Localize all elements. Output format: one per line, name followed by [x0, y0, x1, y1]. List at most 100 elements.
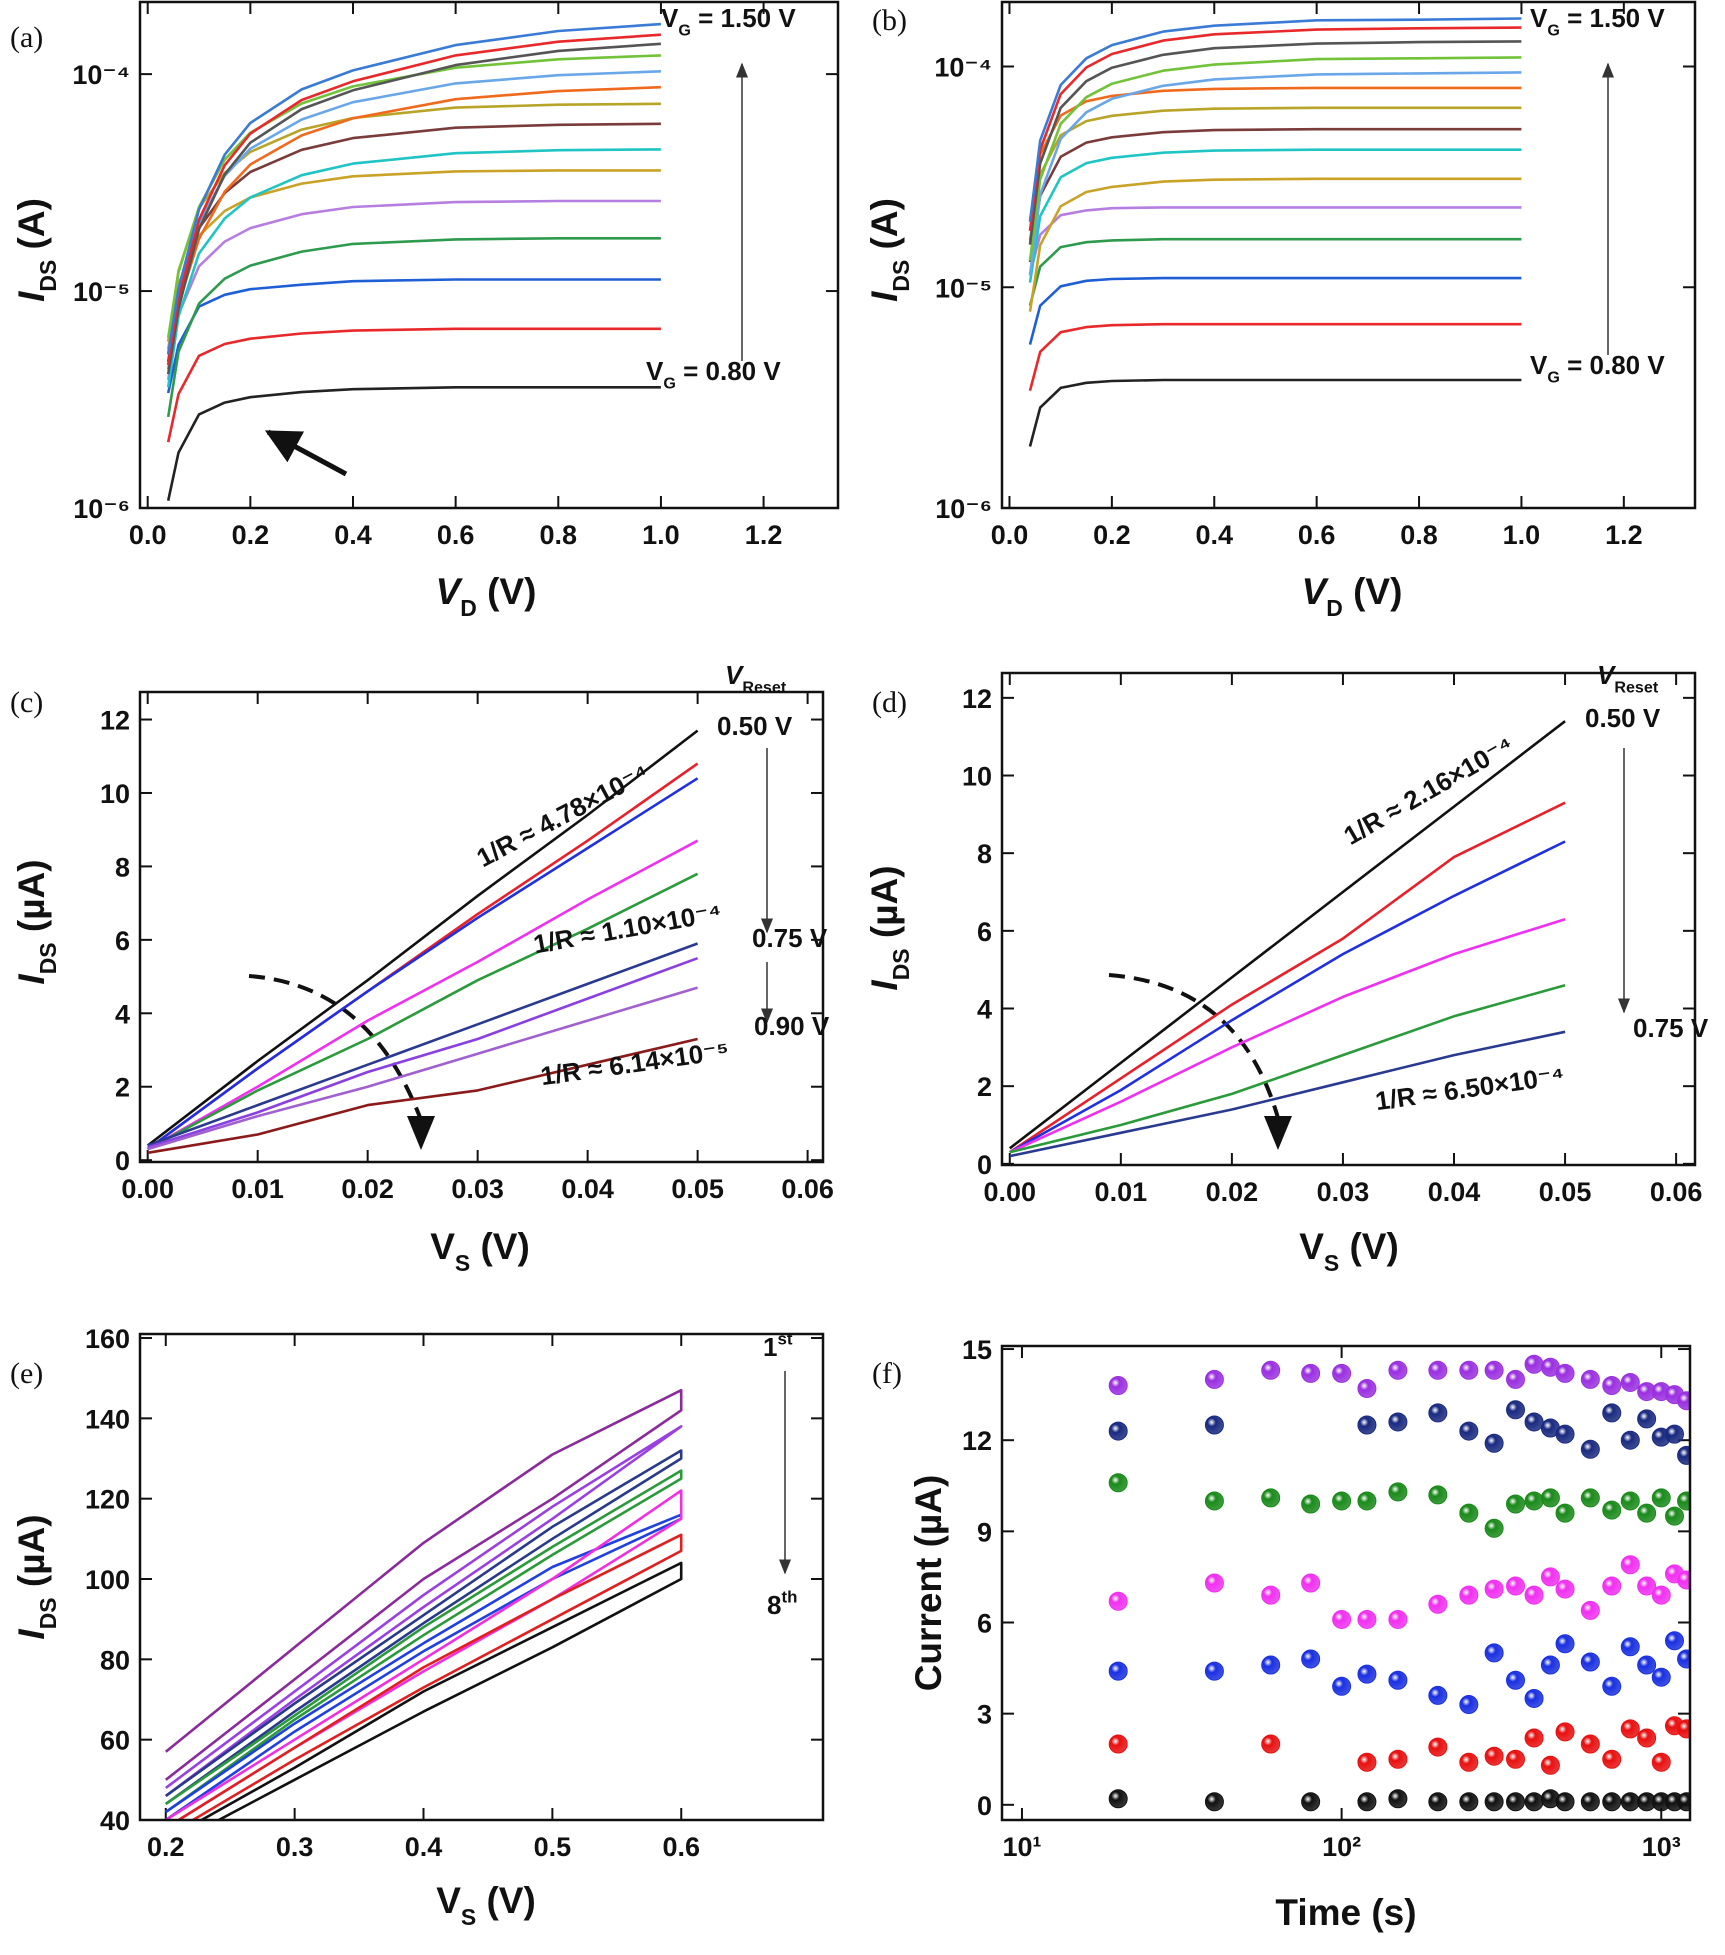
point [1580, 1652, 1600, 1672]
point [1332, 1676, 1352, 1696]
plot-area [1009, 720, 1566, 1158]
y-tick-label: 3 [977, 1700, 992, 1730]
series-line [166, 148, 661, 388]
y-tick-label: 6 [977, 1609, 992, 1639]
annotation: VG = 1.50 V [1530, 3, 1665, 39]
annotation-main: V [646, 356, 664, 386]
annotation-main: 0.50 V [717, 711, 793, 741]
x-tick-label: 0.4 [334, 520, 372, 550]
x-tick-label: 0.02 [341, 1174, 394, 1204]
point [1428, 1403, 1448, 1423]
point [1204, 1573, 1224, 1593]
series-line [166, 70, 661, 354]
point [1459, 1421, 1479, 1441]
point [1620, 1491, 1640, 1511]
y-axis-label-sub: DS [35, 260, 61, 292]
x-tick-label: 0.00 [121, 1174, 174, 1204]
series-line [1028, 17, 1522, 222]
x-tick-label: 0.06 [1650, 1177, 1703, 1207]
y-tick-label: 160 [85, 1324, 130, 1354]
y-axis-label-after: (µA) [11, 859, 52, 942]
y-tick-label: 10⁻⁶ [73, 494, 130, 524]
point [1332, 1363, 1352, 1383]
annotation-main: 8 [767, 1590, 781, 1620]
point [1108, 1789, 1128, 1809]
panel: 10¹ 10² 10³ 0 3 6 9 12 15 Time (s) Current (µA) (f) [872, 1335, 1692, 1933]
y-axis-label-sub: DS [35, 942, 61, 974]
point [1580, 1734, 1600, 1754]
series-line [166, 54, 661, 338]
x-tick-label: 1.0 [1503, 520, 1541, 550]
x-axis-label: Time (s) [1275, 1892, 1416, 1933]
x-tick-label: 0.01 [231, 1174, 284, 1204]
point [1357, 1792, 1377, 1812]
x-tick-label: 10² [1322, 1832, 1361, 1862]
arrow-head [407, 1116, 435, 1150]
series-line [147, 942, 699, 1147]
annotation: VReset [1597, 660, 1659, 696]
x-axis-label: VS (V) [1299, 1226, 1399, 1276]
panel-label: (e) [10, 1357, 43, 1390]
series-line [1009, 917, 1566, 1154]
series-line [146, 762, 699, 1151]
point [1555, 1579, 1575, 1599]
y-tick-label: 10⁻⁵ [73, 277, 130, 307]
point [1108, 1591, 1128, 1611]
x-tick-label: 1.2 [745, 520, 783, 550]
series-line [1009, 720, 1566, 1150]
x-tick-label: 0.2 [1093, 520, 1131, 550]
point [1620, 1637, 1640, 1657]
point [1484, 1792, 1504, 1812]
series-line [165, 1469, 683, 1814]
series-line [1009, 983, 1566, 1154]
series-line [166, 169, 661, 350]
point [1388, 1482, 1408, 1502]
annotation-sub: G [1547, 21, 1560, 39]
annotation-sub: G [663, 374, 676, 392]
point [1428, 1792, 1448, 1812]
series-line [1028, 378, 1522, 447]
y-tick-label: 4 [115, 999, 130, 1029]
point [1524, 1728, 1544, 1748]
y-tick-label: 9 [977, 1517, 992, 1547]
point [1261, 1655, 1281, 1675]
annotation: 1/R ≈ 6.14×10⁻⁵ [539, 1035, 731, 1091]
y-tick-label: 12 [100, 706, 130, 736]
y-tick-label: 100 [85, 1565, 130, 1595]
annotation-main: 1/R ≈ 4.78×10⁻⁴ [472, 757, 654, 873]
series-line [166, 85, 661, 370]
series-line [1028, 322, 1522, 392]
point [1602, 1676, 1622, 1696]
y-axis-label-sub: DS [888, 948, 914, 980]
plot-area [1108, 1354, 1690, 1812]
point [1428, 1485, 1448, 1505]
point [1651, 1752, 1671, 1772]
series-line [147, 839, 699, 1151]
point [1388, 1609, 1408, 1629]
x-tick-label: 10¹ [1002, 1832, 1041, 1862]
annotation-main: 0.75 V [752, 923, 828, 953]
point [1637, 1409, 1657, 1429]
plot-frame [1000, 671, 1697, 1167]
point [1261, 1734, 1281, 1754]
point [1108, 1421, 1128, 1441]
plot-frame [1000, 0, 1697, 510]
point [1506, 1494, 1526, 1514]
x-axis-label-main: V [436, 1880, 461, 1921]
point [1204, 1369, 1224, 1389]
y-tick-label: 12 [962, 1426, 992, 1456]
point [1651, 1667, 1671, 1687]
point [1524, 1412, 1544, 1432]
annotation-sub: Reset [742, 678, 787, 696]
point [1301, 1363, 1321, 1383]
annotation: VG = 0.80 V [646, 356, 781, 392]
dashed-arrow [248, 974, 423, 1121]
series-line [1009, 1030, 1566, 1158]
y-tick-label: 10⁻⁶ [935, 494, 992, 524]
x-tick-label: 0.03 [1317, 1177, 1370, 1207]
panel: 0.2 0.3 0.4 0.5 0.6 40 60 80 100 120 140 160 VS (V) I… [10, 1324, 825, 1930]
annotation-main: V [661, 3, 679, 33]
x-tick-label: 0.2 [232, 520, 270, 550]
annotation-main: V [1530, 350, 1548, 380]
x-tick-label: 0.05 [671, 1174, 724, 1204]
